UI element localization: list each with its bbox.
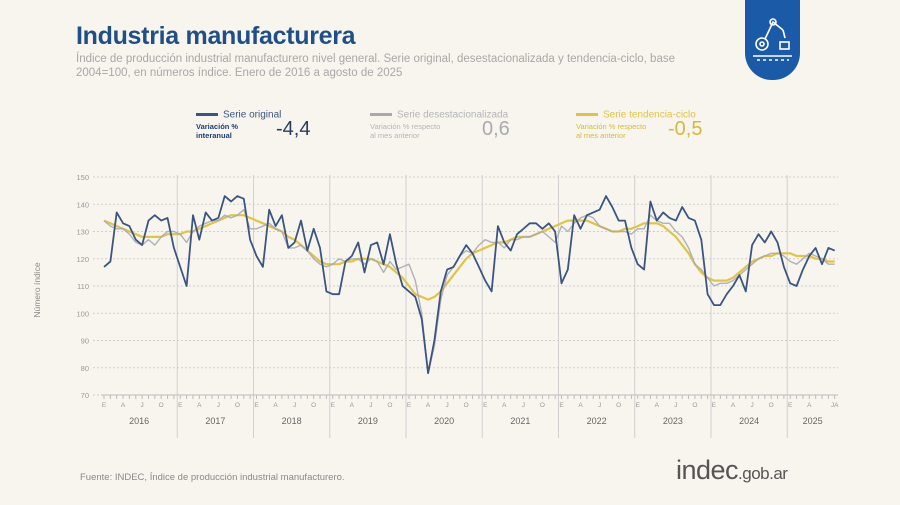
variation-value: -0,5: [668, 118, 703, 140]
variation-label: Variación % respecto al mes anterior: [370, 122, 441, 140]
legend-label: Serie tendencia-ciclo: [603, 109, 696, 121]
legend-serie-desestacionalizada: Serie desestacionalizada Variación % res…: [370, 106, 510, 140]
month-tick-label: J: [522, 402, 525, 409]
month-tick-label: E: [483, 402, 488, 409]
year-label: 2024: [739, 416, 759, 426]
page-subtitle: Índice de producción industrial manufact…: [76, 53, 675, 79]
brand-suffix: .gob.ar: [738, 464, 788, 483]
month-tick-label: A: [197, 402, 202, 409]
month-tick-label: E: [559, 402, 564, 409]
month-tick-label: O: [311, 402, 316, 409]
month-tick-label: E: [636, 402, 641, 409]
y-tick-label: 120: [76, 255, 89, 264]
month-tick-label: A: [502, 402, 507, 409]
legend-serie-original: Serie original Variación % interanual -4…: [196, 106, 310, 140]
month-tick-label: O: [540, 402, 545, 409]
year-label: 2025: [803, 416, 823, 426]
year-label: 2018: [282, 416, 302, 426]
month-tick-label: A: [273, 402, 278, 409]
month-tick-label: A: [731, 402, 736, 409]
year-label: 2017: [205, 416, 225, 426]
y-tick-label: 70: [81, 391, 89, 400]
y-tick-label: 100: [76, 309, 89, 318]
variation-label: Variación % interanual: [196, 122, 239, 140]
y-tick-label: 130: [76, 228, 89, 237]
month-tick-label: J: [598, 402, 601, 409]
variation-value: -4,4: [276, 118, 311, 140]
month-tick-label: E: [788, 402, 793, 409]
series-line-desestacionalizada: [103, 209, 835, 374]
month-tick-label: JA: [831, 402, 839, 409]
month-tick-label: O: [769, 402, 774, 409]
industrial-robot-arm-icon: [745, 0, 800, 80]
month-tick-label: J: [369, 402, 372, 409]
month-tick-label: J: [750, 402, 753, 409]
source-note: Fuente: INDEC, Índice de producción indu…: [80, 472, 345, 483]
month-tick-label: O: [464, 402, 469, 409]
indec-logo: indec.gob.ar: [676, 455, 788, 486]
year-label: 2022: [587, 416, 607, 426]
y-tick-label: 80: [81, 364, 89, 373]
month-tick-label: E: [331, 402, 336, 409]
month-tick-label: A: [121, 402, 126, 409]
month-tick-label: A: [578, 402, 583, 409]
month-tick-label: E: [407, 402, 412, 409]
month-tick-label: O: [616, 402, 621, 409]
month-tick-label: O: [387, 402, 392, 409]
y-tick-label: 150: [76, 173, 89, 182]
y-tick-label: 110: [77, 282, 89, 291]
legend-label: Serie original: [223, 109, 282, 121]
month-tick-label: J: [293, 402, 296, 409]
series-line-original: [103, 195, 836, 375]
year-label: 2020: [434, 416, 454, 426]
y-tick-label: 90: [81, 337, 89, 346]
legend-swatch: [370, 113, 392, 117]
month-tick-label: A: [655, 402, 660, 409]
legend-serie-tendencia-ciclo: Serie tendencia-ciclo Variación % respec…: [576, 106, 702, 140]
page-title: Industria manufacturera: [76, 22, 356, 50]
month-tick-label: A: [426, 402, 431, 409]
legend-swatch: [576, 113, 598, 117]
month-tick-label: O: [235, 402, 240, 409]
month-tick-label: O: [692, 402, 697, 409]
month-tick-label: E: [712, 402, 717, 409]
month-tick-label: E: [102, 402, 107, 409]
series-line-tendencia-ciclo: [103, 214, 835, 301]
month-tick-label: E: [254, 402, 259, 409]
year-label: 2023: [663, 416, 683, 426]
y-tick-label: 140: [76, 200, 89, 209]
legend-swatch: [196, 113, 218, 117]
year-label: 2021: [510, 416, 530, 426]
line-chart: 70 80 90 100 110 120 130 140 150 2016 E A J O 2017 E A J O…: [76, 173, 839, 438]
month-tick-label: O: [159, 402, 164, 409]
brand-main: indec: [676, 455, 739, 485]
legend-label: Serie desestacionalizada: [397, 109, 509, 121]
month-tick-label: A: [350, 402, 355, 409]
month-tick-label: J: [217, 402, 220, 409]
month-tick-label: J: [140, 402, 143, 409]
month-tick-label: J: [445, 402, 448, 409]
month-tick-label: J: [674, 402, 677, 409]
year-label: 2016: [129, 416, 149, 426]
month-tick-label: A: [807, 402, 812, 409]
variation-value: 0,6: [482, 118, 510, 140]
year-label: 2019: [358, 416, 378, 426]
variation-label: Variación % respecto al mes anterior: [576, 122, 647, 140]
month-tick-label: E: [178, 402, 183, 409]
